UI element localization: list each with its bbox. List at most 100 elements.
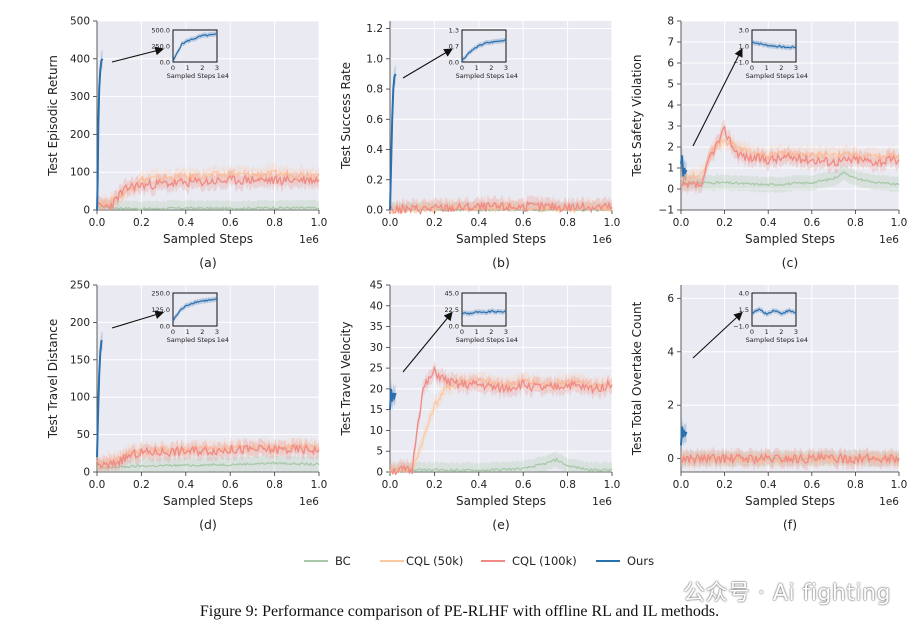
inset-series-line — [461, 309, 507, 315]
inset-series-line — [172, 33, 218, 62]
inset-y-tick-label: 500.0 — [151, 27, 170, 35]
series-line-cql-100k- — [389, 200, 613, 216]
x-tick-label: 0.2 — [426, 217, 443, 229]
inset-series-line — [461, 39, 507, 62]
chart-panel-d: 0 50 100 150 200 250 0.0 0.2 0.4 0.6 0.8 1.0 Sampled… — [46, 280, 327, 533]
x-tick-label: 0.4 — [760, 217, 777, 229]
panel-label: (a) — [199, 255, 216, 270]
inset-x-tick-label: 3 — [215, 64, 219, 72]
inset-x-tick-label: 0 — [460, 64, 464, 72]
y-tick-label: 15 — [370, 404, 383, 416]
inset-x-tick-label: 3 — [215, 328, 219, 336]
y-tick-label: 2 — [667, 400, 674, 412]
series-band-bc — [390, 451, 612, 472]
x-tick-label: 0.8 — [847, 479, 864, 491]
legend-item-cql-50k: CQL (50k) — [380, 554, 463, 568]
x-tick-label: 0.0 — [673, 479, 690, 491]
series-line-cql-50k- — [680, 452, 900, 465]
y-tick-label: 0 — [667, 453, 674, 465]
x-scale-label: 1e6 — [299, 496, 319, 508]
panel-label: (e) — [492, 517, 509, 532]
inset-y-tick-label: 0.0 — [449, 59, 459, 67]
y-tick-label: 6 — [667, 293, 674, 305]
inset-x-tick-label: 3 — [504, 328, 508, 336]
series-band-bc — [97, 454, 319, 472]
x-tick-label: 1.0 — [891, 479, 908, 491]
inset-x-axis-label: Sampled Steps — [167, 336, 216, 344]
x-tick-label: 0.6 — [803, 479, 820, 491]
y-tick-label: 40 — [370, 300, 383, 312]
inset-x-axis-label: Sampled Steps — [746, 336, 795, 344]
y-tick-label: 0.2 — [366, 174, 383, 186]
inset-x-axis-label: Sampled Steps — [456, 336, 505, 344]
inset-x-tick-label: 0 — [750, 328, 754, 336]
y-tick-label: 0.0 — [366, 205, 383, 217]
inset-x-axis-label: Sampled Steps — [167, 72, 216, 80]
x-tick-label: 0.2 — [716, 217, 733, 229]
x-tick-label: 0.6 — [515, 479, 532, 491]
chart-panel-b: 0.0 0.2 0.4 0.6 0.8 1.0 1.2 0.0 0.2 0.4 0.6 0.8 1.0 S… — [339, 21, 620, 270]
panel-label: (d) — [199, 517, 217, 532]
y-tick-label: 7 — [667, 37, 674, 49]
x-tick-label: 0.4 — [177, 479, 194, 491]
inset-y-tick-label: 3.0 — [739, 27, 749, 35]
x-tick-label: 0.6 — [515, 217, 532, 229]
inset-x-tick-label: 2 — [200, 328, 204, 336]
inset-y-tick-label: 22.5 — [445, 306, 459, 314]
x-tick-label: 0.2 — [426, 479, 443, 491]
inset-y-tick-label: 0.7 — [449, 43, 459, 51]
inset-y-tick-label: 0.0 — [160, 323, 170, 331]
inset-y-tick-label: 45.0 — [445, 290, 459, 298]
inset-x-tick-label: 3 — [794, 64, 798, 72]
x-tick-label: 0.6 — [222, 479, 239, 491]
inset-x-tick-label: 1 — [765, 328, 769, 336]
y-tick-label: 400 — [70, 53, 90, 65]
legend-label: Ours — [627, 554, 654, 568]
y-tick-label: 1.2 — [366, 23, 383, 35]
x-tick-label: 0.8 — [266, 479, 283, 491]
x-tick-label: 0.0 — [382, 217, 399, 229]
x-axis-label: Sampled Steps — [456, 494, 546, 508]
y-tick-label: 0.8 — [366, 84, 383, 96]
y-tick-label: 5 — [667, 79, 674, 91]
zoom-arrow — [111, 310, 165, 329]
x-tick-label: 0.4 — [177, 217, 194, 229]
inset-x-tick-label: 1 — [186, 328, 190, 336]
x-tick-label: 0.6 — [222, 217, 239, 229]
y-tick-label: 100 — [70, 167, 90, 179]
x-tick-label: 0.6 — [803, 217, 820, 229]
x-scale-label: 1e6 — [592, 496, 612, 508]
y-tick-label: 0 — [83, 205, 90, 217]
series-band-cql-50k- — [390, 370, 612, 472]
inset-series-line — [751, 308, 797, 316]
x-scale-label: 1e6 — [879, 234, 899, 246]
x-tick-label: 1.0 — [604, 479, 621, 491]
series-line-bc — [97, 205, 320, 211]
x-axis-label: Sampled Steps — [163, 232, 253, 246]
inset-x-tick-label: 2 — [779, 64, 783, 72]
series-line-cql-50k- — [389, 376, 613, 475]
y-axis-label: Test Episodic Return — [46, 55, 60, 177]
y-tick-label: 1 — [667, 163, 674, 175]
y-axis-label: Test Travel Distance — [46, 319, 60, 439]
series-line-cql-100k- — [96, 173, 320, 211]
y-tick-label: 4 — [667, 346, 674, 358]
y-axis-label: Test Total Overtake Count — [630, 301, 644, 456]
legend-label: CQL (50k) — [406, 554, 463, 568]
figure-legend: BC CQL (50k) CQL (100k) Ours — [304, 554, 654, 568]
y-tick-label: 10 — [370, 425, 383, 437]
y-tick-label: 250 — [70, 280, 90, 292]
inset-y-tick-label: 1.0 — [739, 43, 749, 51]
inset-x-scale-label: 1e4 — [796, 336, 808, 344]
inset-y-tick-label: 1.3 — [449, 27, 459, 35]
inset-x-tick-label: 0 — [171, 64, 175, 72]
y-tick-label: 0 — [376, 467, 383, 479]
inset-x-tick-label: 3 — [794, 328, 798, 336]
y-axis-label: Test Travel Velocity — [339, 321, 353, 436]
y-tick-label: 500 — [70, 16, 90, 28]
x-tick-label: 0.2 — [133, 217, 150, 229]
series-line-bc — [389, 457, 613, 473]
inset-x-tick-label: 0 — [460, 328, 464, 336]
